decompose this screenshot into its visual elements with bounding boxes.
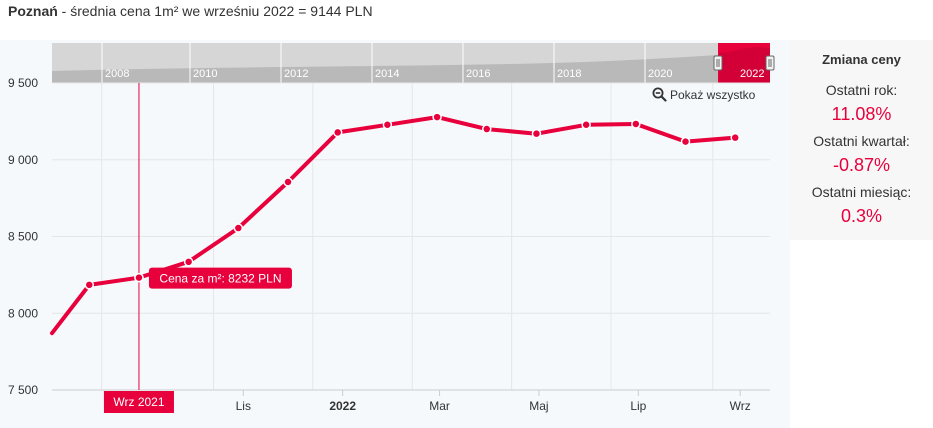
price-chart: 2008 2010 2012 2014 2016 2018 2020 2022 2022 7 50… bbox=[0, 40, 790, 428]
data-point bbox=[382, 120, 393, 130]
last-year-value: 11.08% bbox=[831, 104, 892, 124]
last-quarter-label: Ostatni kwartał: bbox=[813, 133, 910, 149]
data-point bbox=[631, 119, 641, 129]
y-tick-label: 9 500 bbox=[8, 76, 38, 90]
price-change-panel: Zmiana ceny Ostatni rok: 11.08% Ostatni … bbox=[790, 40, 933, 240]
navigator-year-label: 2022 bbox=[740, 68, 764, 80]
plot-background bbox=[0, 40, 790, 428]
x-tick-label: Wrz bbox=[730, 399, 751, 413]
navigator-year-label: 2014 bbox=[375, 68, 399, 80]
data-point bbox=[581, 120, 591, 130]
show-all-label: Pokaż wszystko bbox=[670, 88, 756, 102]
x-tick-label: Mar bbox=[429, 399, 450, 413]
last-quarter-value: -0.87% bbox=[832, 155, 891, 175]
show-all-button[interactable]: Pokaż wszystko bbox=[652, 87, 755, 102]
tooltip-label: Cena za m²: 8232 PLN bbox=[159, 272, 281, 286]
last-month-value: 0.3% bbox=[840, 206, 883, 226]
tooltip-box bbox=[148, 267, 292, 289]
last-month-label: Ostatni miesiąc: bbox=[811, 184, 912, 200]
navigator-year-label: 2018 bbox=[557, 68, 581, 80]
title-text: - średnia cena 1m² we wrześniu 2022 = 91… bbox=[57, 3, 373, 19]
navigator-area bbox=[52, 55, 718, 83]
chart-title: Poznań - średnia cena 1m² we wrześniu 20… bbox=[8, 3, 373, 19]
navigator-handle bbox=[765, 55, 775, 71]
navigator-year-label: 2010 bbox=[193, 68, 217, 80]
y-tick-label: 8 000 bbox=[8, 306, 38, 320]
x-tick-label: 2022 bbox=[329, 399, 356, 413]
navigator-year-label: 2008 bbox=[105, 68, 129, 80]
highlighted-point bbox=[134, 272, 144, 283]
y-tick-label: 8 500 bbox=[8, 230, 38, 244]
zoom-out-icon bbox=[652, 87, 667, 102]
data-point bbox=[183, 257, 194, 267]
navigator-selection-area bbox=[719, 47, 770, 83]
data-point bbox=[531, 128, 542, 139]
navigator-year-label: 2016 bbox=[466, 68, 490, 80]
last-year-label: Ostatni rok: bbox=[825, 82, 898, 98]
data-point bbox=[233, 223, 244, 233]
data-point bbox=[332, 127, 343, 138]
price-change-header: Zmiana ceny bbox=[822, 52, 901, 67]
y-tick-label: 7 500 bbox=[8, 383, 38, 397]
x-tick-label: Maj bbox=[529, 399, 548, 413]
navigator-handle bbox=[713, 55, 723, 71]
title-city: Poznań bbox=[8, 3, 58, 19]
navigator-year-label: 2012 bbox=[284, 68, 308, 80]
data-point bbox=[283, 177, 293, 187]
data-point bbox=[730, 132, 740, 143]
data-point bbox=[432, 112, 442, 122]
x-tick-label: Lip bbox=[630, 399, 646, 413]
x-crosshair-badge bbox=[103, 391, 174, 413]
data-point bbox=[482, 124, 492, 134]
data-point bbox=[84, 280, 95, 290]
y-tick-label: 9 000 bbox=[8, 153, 38, 167]
data-point bbox=[680, 136, 691, 147]
x-crosshair-label: Wrz 2021 bbox=[113, 395, 164, 409]
x-tick-label: Lis bbox=[236, 399, 251, 413]
navigator-year-label: 2020 bbox=[648, 68, 672, 80]
